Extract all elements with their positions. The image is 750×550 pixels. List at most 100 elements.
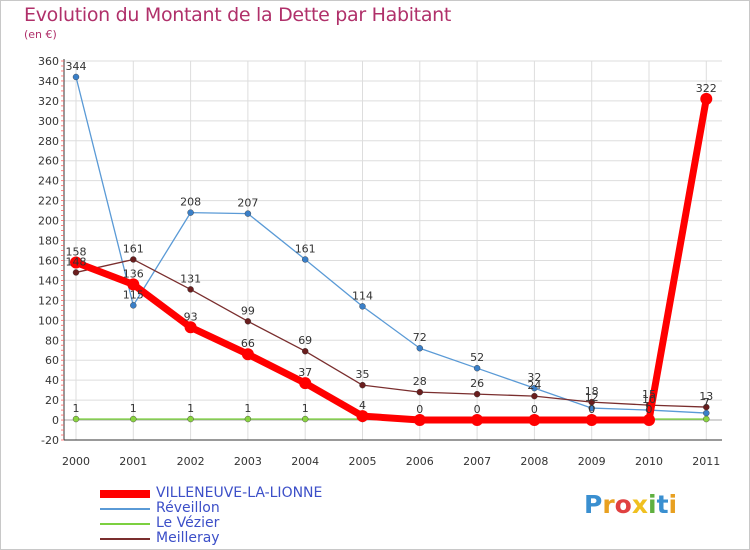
- x-tick-label: 2001: [119, 455, 147, 468]
- data-point: [585, 414, 598, 427]
- data-label: 7: [703, 396, 710, 409]
- y-tick-label: 100: [38, 314, 59, 327]
- y-tick-label: 200: [38, 215, 59, 228]
- y-tick-label: 60: [45, 354, 59, 367]
- x-tick-label: 2000: [62, 455, 90, 468]
- data-point: [187, 415, 194, 423]
- data-point: [130, 415, 137, 423]
- data-label: 69: [298, 334, 312, 347]
- data-label: 207: [237, 197, 258, 210]
- data-point: [127, 278, 140, 291]
- data-label: 24: [527, 379, 541, 392]
- series-line: [75, 76, 707, 414]
- data-point: [184, 321, 197, 334]
- data-point: [703, 415, 710, 423]
- data-point: [244, 415, 252, 423]
- data-point: [416, 345, 423, 352]
- proxiti-logo: Proxiti: [584, 490, 677, 519]
- line-chart: -200204060801001201401601802002202402602…: [38, 55, 722, 468]
- series-line: [72, 95, 710, 424]
- data-label: 208: [180, 196, 201, 209]
- data-label: 10: [642, 393, 656, 406]
- data-label: 4: [359, 399, 366, 412]
- y-tick-label: 140: [38, 274, 59, 287]
- data-point: [302, 348, 309, 355]
- x-tick-label: 2005: [349, 455, 377, 468]
- data-label: 0: [474, 403, 481, 416]
- data-label: 0: [531, 403, 538, 416]
- data-label: 12: [585, 391, 599, 404]
- y-tick-label: 180: [38, 235, 59, 248]
- data-point: [72, 269, 80, 276]
- data-point: [703, 409, 710, 417]
- data-label: 136: [123, 267, 144, 280]
- x-tick-label: 2006: [406, 455, 434, 468]
- data-label: 32: [527, 371, 541, 384]
- logo-letter: r: [602, 490, 615, 519]
- data-label: 37: [298, 366, 312, 379]
- data-label: 99: [241, 304, 255, 317]
- y-tick-label: 360: [38, 55, 59, 68]
- logo-letter: o: [614, 490, 632, 519]
- data-label: 131: [180, 272, 201, 285]
- data-point: [643, 414, 655, 427]
- grid-lines: [64, 60, 722, 441]
- data-label: 66: [241, 337, 255, 350]
- data-label: 158: [66, 245, 87, 258]
- data-point: [72, 415, 80, 423]
- data-point: [241, 348, 254, 361]
- data-label: 148: [66, 255, 87, 268]
- data-label: 52: [470, 351, 484, 364]
- y-tick-label: 160: [38, 254, 59, 267]
- data-point: [302, 415, 309, 423]
- data-label: 1: [187, 402, 194, 415]
- data-point: [299, 377, 312, 390]
- legend-swatch: [100, 507, 150, 510]
- data-label: 1: [244, 402, 251, 415]
- data-point: [531, 384, 538, 392]
- data-label: 35: [356, 368, 370, 381]
- data-label: 161: [295, 242, 316, 255]
- x-tick-label: 2008: [520, 455, 548, 468]
- legend-swatch: [100, 489, 150, 498]
- x-tick-label: 2010: [635, 455, 663, 468]
- data-point: [244, 210, 252, 217]
- x-tick-label: 2007: [463, 455, 491, 468]
- data-point: [700, 92, 713, 105]
- data-point: [130, 302, 137, 309]
- legend-item: Réveillon: [100, 501, 322, 516]
- legend-label: Réveillon: [156, 500, 220, 516]
- y-tick-label: 280: [38, 135, 59, 148]
- axes: -200204060801001201401601802002202402602…: [38, 55, 722, 468]
- legend-swatch: [100, 537, 150, 540]
- data-point: [72, 73, 80, 81]
- data-point: [471, 414, 484, 427]
- logo-letter: t: [656, 490, 669, 519]
- data-point: [244, 318, 252, 325]
- y-tick-label: 340: [38, 75, 59, 88]
- data-label: 1: [73, 402, 80, 415]
- data-point: [413, 414, 426, 427]
- data-point: [359, 381, 366, 389]
- legend-item: Le Vézier: [100, 516, 322, 531]
- x-tick-label: 2009: [578, 455, 606, 468]
- data-point: [588, 398, 595, 406]
- legend-item: VILLENEUVE-LA-LIONNE: [100, 486, 322, 501]
- data-label: 28: [413, 375, 427, 388]
- logo-letter: i: [668, 490, 678, 519]
- data-label: 0: [416, 403, 423, 416]
- data-point: [528, 414, 541, 427]
- data-point: [473, 390, 481, 398]
- data-point: [302, 256, 309, 263]
- y-tick-label: 20: [45, 394, 59, 407]
- y-tick-label: 260: [38, 155, 59, 168]
- x-tick-label: 2004: [291, 455, 319, 468]
- data-label: 0: [646, 403, 653, 416]
- x-tick-label: 2011: [692, 455, 720, 468]
- data-point: [416, 388, 423, 396]
- chart-title: Evolution du Montant de la Dette par Hab…: [24, 4, 452, 26]
- y-tick-label: 0: [52, 414, 59, 427]
- y-tick-label: 220: [38, 195, 59, 208]
